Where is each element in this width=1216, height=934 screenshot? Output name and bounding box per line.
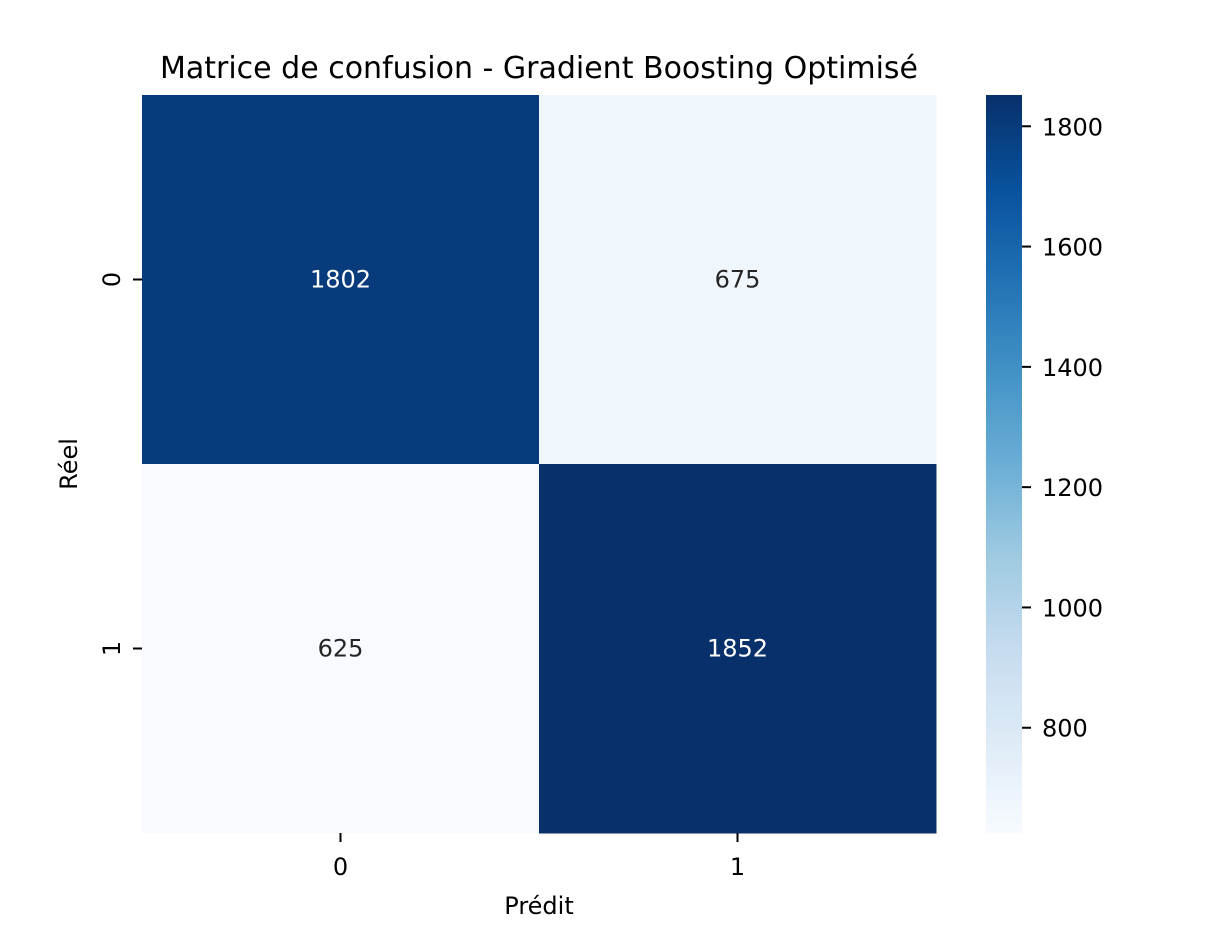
colorbar-axis: 800 1000 1200 1400 1600 1800: [1022, 113, 1103, 743]
cell-value-label-r0-c1: 675: [715, 266, 761, 294]
heatmap-cell-r1-c0: [142, 464, 540, 834]
chart-title: Matrice de confusion - Gradient Boosting…: [160, 51, 918, 86]
y-axis-label: Réel: [55, 438, 83, 490]
y-axis: 01: [98, 272, 142, 656]
x-tick-label-1: 1: [730, 853, 745, 881]
colorbar-tick-label-3: 1400: [1042, 354, 1103, 382]
y-tick-label-1: 1: [98, 641, 126, 656]
colorbar-tick-label-4: 1600: [1042, 234, 1103, 262]
x-axis-label: Prédit: [504, 892, 573, 920]
colorbar-tick-label-2: 1200: [1042, 474, 1103, 502]
colorbar-tick-label-5: 1800: [1042, 113, 1103, 141]
x-tick-label-0: 0: [333, 853, 348, 881]
cell-value-label-r1-c1: 1852: [707, 635, 768, 663]
heatmap-plot-area: 1802 675 625 1852: [142, 95, 937, 834]
colorbar-tick-label-1: 1000: [1042, 594, 1103, 622]
heatmap-cell-r1-c1: [539, 464, 937, 834]
y-tick-label-0: 0: [98, 272, 126, 287]
colorbar: [986, 95, 1022, 833]
cell-value-label-r0-c0: 1802: [310, 266, 371, 294]
heatmap-cell-r0-c0: [142, 95, 540, 465]
heatmap-cell-r0-c1: [539, 95, 937, 465]
colorbar-tick-label-0: 800: [1042, 715, 1088, 743]
cell-value-label-r1-c0: 625: [318, 635, 364, 663]
